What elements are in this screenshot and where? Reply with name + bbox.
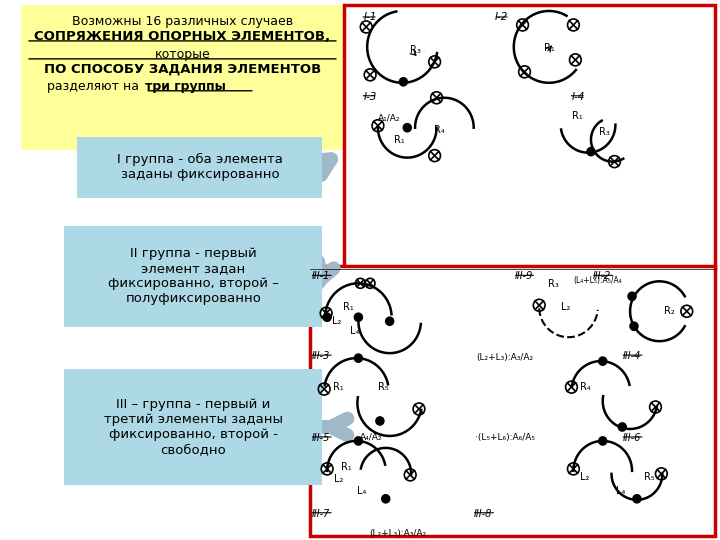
Circle shape: [599, 437, 607, 445]
Circle shape: [354, 313, 362, 321]
Text: R₃: R₃: [599, 127, 610, 137]
Text: R₁: R₁: [572, 111, 582, 121]
FancyBboxPatch shape: [310, 266, 715, 536]
Circle shape: [630, 322, 638, 330]
Text: R₃: R₃: [410, 45, 420, 55]
Text: R₁: R₁: [333, 382, 344, 392]
FancyBboxPatch shape: [64, 226, 323, 327]
Text: ПО СПОСОБУ ЗАДАНИЯ ЭЛЕМЕНТОВ: ПО СПОСОБУ ЗАДАНИЯ ЭЛЕМЕНТОВ: [44, 63, 321, 76]
Circle shape: [354, 437, 362, 445]
Text: ·(L₅+L₆):A₆/A₅: ·(L₅+L₆):A₆/A₅: [475, 433, 535, 442]
Text: L₂: L₂: [561, 302, 570, 312]
Text: L₄: L₄: [356, 486, 366, 496]
FancyBboxPatch shape: [77, 137, 323, 198]
Text: III-4: III-4: [622, 351, 641, 361]
Text: I группа - оба элемента
заданы фиксированно: I группа - оба элемента заданы фиксирова…: [117, 153, 283, 181]
Text: III-6: III-6: [622, 433, 641, 443]
Text: III-8: III-8: [474, 509, 492, 519]
Circle shape: [628, 292, 636, 300]
Text: I-4: I-4: [572, 92, 585, 102]
Text: III-3: III-3: [312, 351, 330, 361]
Text: L₄: L₄: [350, 326, 359, 336]
Text: L₂: L₂: [580, 472, 590, 482]
Text: СОПРЯЖЕНИЯ ОПОРНЫХ ЭЛЕМЕНТОВ,: СОПРЯЖЕНИЯ ОПОРНЫХ ЭЛЕМЕНТОВ,: [35, 30, 330, 43]
Text: I-2: I-2: [495, 12, 508, 22]
Circle shape: [599, 357, 607, 365]
Text: R₁: R₁: [544, 43, 554, 53]
Text: R₄: R₄: [434, 125, 445, 134]
FancyBboxPatch shape: [21, 5, 343, 150]
Text: R₅: R₅: [644, 472, 655, 482]
Text: R₂: R₂: [664, 306, 675, 316]
Circle shape: [400, 78, 408, 86]
Text: III-7: III-7: [312, 509, 330, 519]
Text: III-2: III-2: [593, 271, 611, 281]
Circle shape: [386, 317, 394, 325]
Text: R₅: R₅: [377, 382, 388, 392]
Text: (L₄+L₅):A₅/A₄: (L₄+L₅):A₅/A₄: [573, 276, 622, 285]
Text: (L₂+L₃):A₃/A₂: (L₂+L₃):A₃/A₂: [477, 353, 534, 362]
Text: R₁: R₁: [341, 462, 352, 472]
Text: I-1: I-1: [364, 12, 377, 22]
Circle shape: [376, 417, 384, 425]
Text: три группы: три группы: [145, 80, 226, 93]
FancyBboxPatch shape: [343, 5, 715, 269]
Text: A₁/A₂: A₁/A₂: [379, 113, 401, 122]
Text: III-1: III-1: [312, 271, 330, 281]
Circle shape: [354, 354, 362, 362]
Text: Возможны 16 различных случаев: Возможны 16 различных случаев: [72, 15, 293, 28]
Text: L₂: L₂: [332, 316, 341, 326]
Text: III – группа - первый и
третий элементы заданы
фиксированно, второй -
свободно: III – группа - первый и третий элементы …: [104, 398, 283, 456]
Text: R₁: R₁: [394, 134, 405, 145]
Text: R₃: R₃: [549, 279, 559, 289]
Text: III-9: III-9: [515, 271, 533, 281]
Text: (L₂+L₃):A₃/A₂: (L₂+L₃):A₃/A₂: [369, 529, 426, 538]
FancyBboxPatch shape: [64, 369, 323, 485]
Circle shape: [323, 313, 331, 321]
Text: II группа - первый
элемент задан
фиксированно, второй –
полуфиксированно: II группа - первый элемент задан фиксиро…: [108, 247, 279, 305]
Text: которые: которые: [155, 48, 210, 61]
Circle shape: [403, 124, 411, 132]
Text: L₄: L₄: [616, 486, 625, 496]
Circle shape: [633, 495, 641, 503]
Text: R₄: R₄: [580, 382, 590, 392]
Circle shape: [382, 495, 390, 503]
Text: R₁: R₁: [343, 302, 354, 312]
Text: III-5: III-5: [312, 433, 330, 443]
Text: разделяют на: разделяют на: [48, 80, 143, 93]
Text: I-3: I-3: [364, 92, 377, 102]
Text: L₂: L₂: [334, 474, 343, 484]
Circle shape: [587, 147, 595, 156]
Text: A₄/A₂: A₄/A₂: [360, 433, 382, 442]
Circle shape: [618, 423, 626, 431]
